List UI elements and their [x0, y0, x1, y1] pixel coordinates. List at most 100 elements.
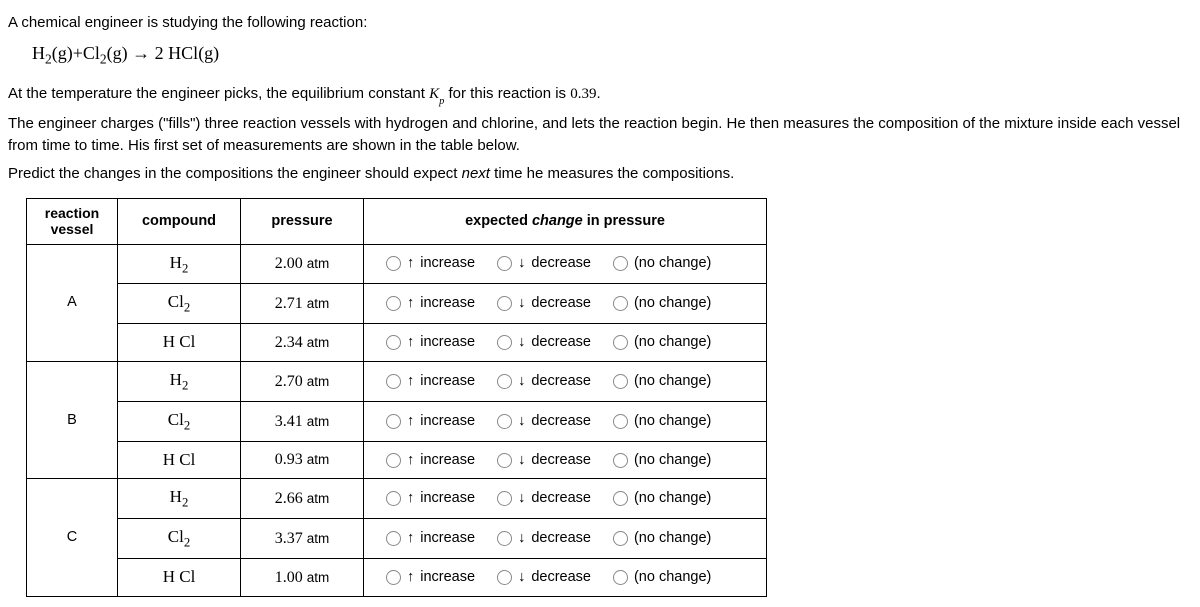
choice-increase[interactable]: ↑increase — [386, 371, 475, 392]
choice-label: increase — [420, 411, 475, 432]
choice-nochange[interactable]: (no change) — [613, 293, 711, 314]
radio-icon[interactable] — [497, 453, 512, 468]
radio-icon[interactable] — [386, 335, 401, 350]
radio-icon[interactable] — [613, 453, 628, 468]
pressure-cell: 2.70 atm — [241, 361, 364, 401]
arrow-up-icon: ↑ — [407, 253, 414, 274]
choice-decrease[interactable]: ↓decrease — [497, 293, 591, 314]
radio-icon[interactable] — [386, 374, 401, 389]
radio-icon[interactable] — [386, 453, 401, 468]
radio-icon[interactable] — [497, 374, 512, 389]
arrow-down-icon: ↓ — [518, 371, 525, 392]
radio-icon[interactable] — [386, 570, 401, 585]
choice-label: decrease — [531, 371, 591, 392]
change-cell: ↑ increase ↓decrease (no change) — [364, 244, 767, 284]
table-row: Cl23.41 atm↑increase↓decrease(no change) — [27, 401, 767, 441]
compound-cell: Cl2 — [118, 284, 241, 324]
choice-increase[interactable]: ↑increase — [386, 411, 475, 432]
arrow-down-icon: ↓ — [518, 450, 525, 471]
vessel-label: B — [27, 361, 118, 478]
arrow-down-icon: ↓ — [518, 293, 525, 314]
pressure-cell: 1.00 atm — [241, 559, 364, 597]
radio-icon[interactable] — [497, 531, 512, 546]
choice-label: decrease — [531, 332, 591, 353]
pressure-cell: 3.41 atm — [241, 401, 364, 441]
change-cell: ↑increase ↓decrease (no change) — [364, 519, 767, 559]
choice-nochange[interactable]: (no change) — [613, 488, 711, 509]
choice-label: decrease — [531, 411, 591, 432]
radio-icon[interactable] — [386, 414, 401, 429]
choice-label: (no change) — [634, 567, 711, 588]
radio-icon[interactable] — [386, 531, 401, 546]
reactant-h2: H2(g) — [32, 43, 73, 63]
choice-nochange[interactable]: (no change) — [613, 450, 711, 471]
choice-decrease[interactable]: ↓ decrease — [497, 567, 591, 588]
radio-icon[interactable] — [497, 491, 512, 506]
intro-line-4: Predict the changes in the compositions … — [8, 163, 1192, 185]
table-row: H Cl0.93 atm↑increase↓decrease(no change… — [27, 441, 767, 479]
table-row: H Cl2.34 atm↑increase↓decrease(no change… — [27, 324, 767, 362]
choice-label: decrease — [531, 528, 591, 549]
radio-icon[interactable] — [497, 256, 512, 271]
radio-icon[interactable] — [497, 570, 512, 585]
radio-icon[interactable] — [613, 296, 628, 311]
choice-decrease[interactable]: ↓decrease — [497, 488, 591, 509]
choice-label: (no change) — [634, 332, 711, 353]
choice-label: increase — [420, 253, 475, 274]
radio-icon[interactable] — [613, 570, 628, 585]
radio-icon[interactable] — [613, 335, 628, 350]
choice-increase[interactable]: ↑increase — [386, 567, 475, 588]
choice-nochange[interactable]: (no change) — [613, 528, 711, 549]
radio-icon[interactable] — [613, 491, 628, 506]
radio-icon[interactable] — [497, 296, 512, 311]
choice-label: increase — [420, 332, 475, 353]
choice-nochange[interactable]: (no change) — [613, 253, 711, 274]
arrow-up-icon: ↑ — [407, 332, 414, 353]
choice-label: increase — [420, 488, 475, 509]
choice-label: decrease — [531, 450, 591, 471]
radio-icon[interactable] — [386, 491, 401, 506]
choice-decrease[interactable]: ↓decrease — [497, 332, 591, 353]
radio-icon[interactable] — [386, 296, 401, 311]
kp-symbol: Kp — [429, 86, 444, 102]
choice-nochange[interactable]: (no change) — [613, 371, 711, 392]
radio-icon[interactable] — [386, 256, 401, 271]
choice-increase[interactable]: ↑increase — [386, 293, 475, 314]
choice-decrease[interactable]: ↓decrease — [497, 253, 591, 274]
change-cell: ↑increase ↓decrease (no change) — [364, 401, 767, 441]
radio-icon[interactable] — [497, 414, 512, 429]
reaction-arrow-icon: → — [132, 43, 150, 63]
choice-increase[interactable]: ↑increase — [386, 488, 475, 509]
product-hcl: 2 HCl(g) — [155, 43, 220, 63]
radio-icon[interactable] — [613, 531, 628, 546]
radio-icon[interactable] — [497, 335, 512, 350]
choice-label: decrease — [531, 567, 591, 588]
choice-decrease[interactable]: ↓ decrease — [497, 450, 591, 471]
radio-icon[interactable] — [613, 256, 628, 271]
choice-nochange[interactable]: (no change) — [613, 567, 711, 588]
radio-icon[interactable] — [613, 374, 628, 389]
choice-nochange[interactable]: (no change) — [613, 332, 711, 353]
pressure-cell: 2.71 atm — [241, 284, 364, 324]
arrow-down-icon: ↓ — [518, 567, 525, 588]
plus-sign: + — [73, 43, 83, 63]
reaction-equation: H2(g)+Cl2(g) → 2 HCl(g) — [32, 40, 1192, 69]
choice-decrease[interactable]: ↓decrease — [497, 411, 591, 432]
pressure-cell: 2.66 atm — [241, 479, 364, 519]
compound-cell: H2 — [118, 361, 241, 401]
choice-label: (no change) — [634, 488, 711, 509]
choice-increase[interactable]: ↑increase — [386, 528, 475, 549]
choice-increase[interactable]: ↑ increase — [386, 332, 475, 353]
choice-decrease[interactable]: ↓ decrease — [497, 371, 591, 392]
arrow-up-icon: ↑ — [407, 371, 414, 392]
pressure-cell: 0.93 atm — [241, 441, 364, 479]
choice-label: increase — [420, 528, 475, 549]
choice-nochange[interactable]: (no change) — [613, 411, 711, 432]
choice-increase[interactable]: ↑increase — [386, 450, 475, 471]
choice-label: decrease — [531, 488, 591, 509]
choice-increase[interactable]: ↑ increase — [386, 253, 475, 274]
change-cell: ↑increase ↓ decrease (no change) — [364, 441, 767, 479]
radio-icon[interactable] — [613, 414, 628, 429]
choice-label: (no change) — [634, 371, 711, 392]
choice-decrease[interactable]: ↓decrease — [497, 528, 591, 549]
